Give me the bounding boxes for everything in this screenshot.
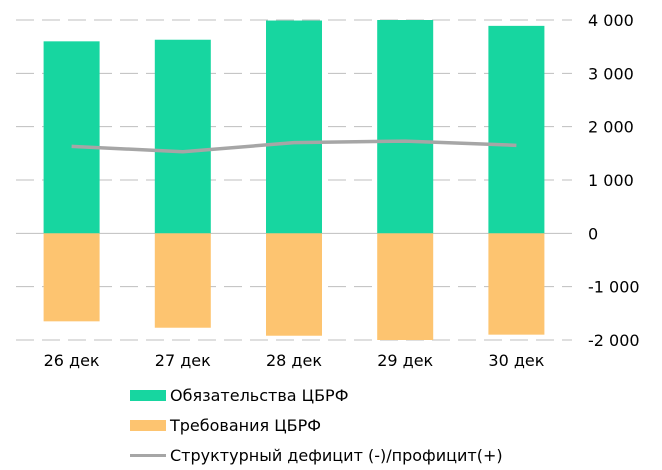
y-tick-label: 2 000 xyxy=(588,118,634,137)
x-tick-label: 26 дек xyxy=(44,351,100,370)
legend-item-claims: Требования ЦБРФ xyxy=(130,410,503,440)
bar xyxy=(488,233,545,335)
legend-label-claims: Требования ЦБРФ xyxy=(170,415,322,435)
x-tick-label: 28 дек xyxy=(266,351,322,370)
bar xyxy=(266,233,322,336)
chart: 4 000 3 000 2 000 1 000 0 -1 000 -2 000 26 дек 2… xyxy=(16,11,640,370)
y-tick-label: -2 000 xyxy=(588,331,640,350)
structural-balance-line xyxy=(71,139,517,154)
bar xyxy=(377,20,434,234)
y-tick-label: -1 000 xyxy=(588,278,640,297)
bar xyxy=(266,20,322,234)
bar xyxy=(43,233,100,322)
legend: Обязательства ЦБРФ Требования ЦБРФ Струк… xyxy=(130,380,503,470)
y-tick-label: 1 000 xyxy=(588,171,634,190)
x-tick-label: 29 дек xyxy=(377,351,433,370)
y-tick-label: 4 000 xyxy=(588,11,634,30)
bar xyxy=(43,41,100,234)
bar xyxy=(377,233,434,340)
legend-swatch-structural-balance xyxy=(130,453,166,457)
bar xyxy=(154,39,211,234)
bar xyxy=(154,233,211,328)
bar xyxy=(488,25,545,234)
y-tick-label: 0 xyxy=(588,224,598,243)
legend-swatch-liabilities xyxy=(130,389,166,401)
x-tick-label: 27 дек xyxy=(155,351,211,370)
legend-label-structural-balance: Структурный дефицит (-)/профицит(+) xyxy=(170,445,503,465)
y-tick-label: 3 000 xyxy=(588,64,634,83)
legend-item-liabilities: Обязательства ЦБРФ xyxy=(130,380,503,410)
legend-item-structural-balance: Структурный дефицит (-)/профицит(+) xyxy=(130,440,503,470)
legend-label-liabilities: Обязательства ЦБРФ xyxy=(170,385,349,405)
x-tick-label: 30 дек xyxy=(488,351,544,370)
legend-swatch-claims xyxy=(130,419,166,431)
